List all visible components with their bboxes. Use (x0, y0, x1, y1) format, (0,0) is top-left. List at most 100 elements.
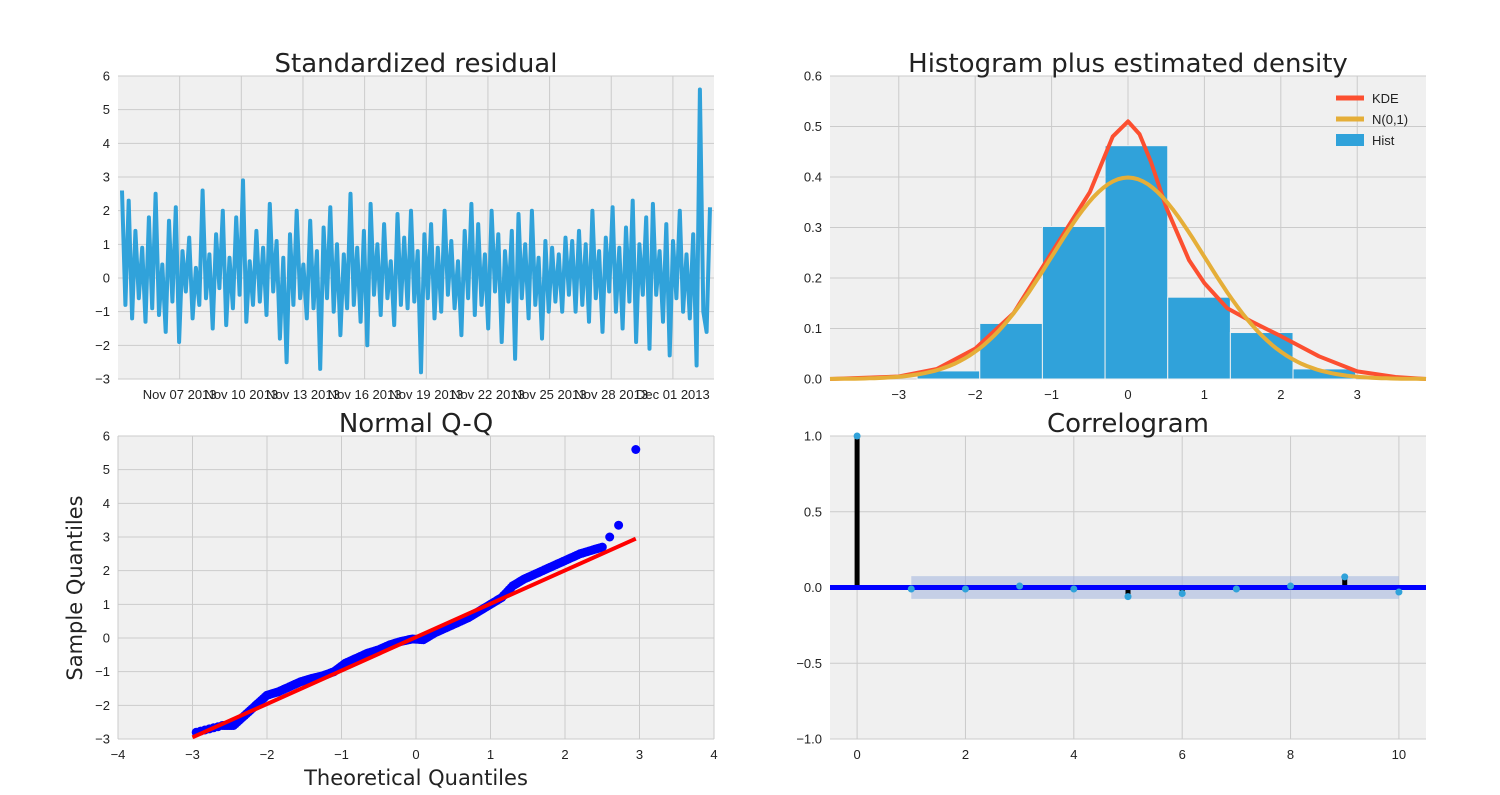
residual-x-tick-label: Nov 07 2013 (143, 387, 217, 402)
qq-x-tick-label: −2 (260, 747, 275, 762)
histogram-x-tick-label: 1 (1201, 387, 1208, 402)
qq-y-tick-label: 6 (103, 429, 110, 444)
qq-x-tick-label: −4 (111, 747, 126, 762)
correlogram-ticks: −1.0 −0.5 0.0 0.5 1.0 0 2 4 6 8 10 (796, 429, 1406, 763)
legend-hist-label: Hist (1372, 133, 1395, 148)
residual-x-tick-label: Nov 25 2013 (513, 387, 587, 402)
legend-kde-label: KDE (1372, 91, 1399, 106)
qq-ylabel: Sample Quantiles (63, 495, 87, 680)
acf-marker (1124, 593, 1132, 601)
correlogram-marks (830, 432, 1426, 601)
qq-point (605, 532, 615, 542)
qq-x-tick-label: 2 (561, 747, 568, 762)
qq-xlabel: Theoretical Quantiles (303, 766, 528, 790)
histogram-y-tick-label: 0.1 (804, 321, 822, 336)
residual-y-tick-label: −3 (95, 372, 110, 387)
residual-x-tick-label: Nov 28 2013 (574, 387, 648, 402)
normal-density-line (830, 175, 1426, 381)
residual-x-tick-label: Dec 01 2013 (636, 387, 710, 402)
correlogram-panel: −1.0 −0.5 0.0 0.5 1.0 0 2 4 6 8 10 Correlogram (796, 409, 1426, 762)
qq-x-tick-label: −1 (334, 747, 349, 762)
qq-y-tick-label: 1 (103, 597, 110, 612)
correlogram-x-tick-label: 4 (1070, 747, 1077, 762)
qq-x-tick-label: 4 (710, 747, 717, 762)
histogram-y-tick-label: 0.5 (804, 119, 822, 134)
qq-x-tick-label: 3 (636, 747, 643, 762)
histogram-bar (1167, 296, 1231, 380)
residual-x-tick-label: Nov 19 2013 (389, 387, 463, 402)
histogram-ticks: 0.0 0.1 0.2 0.3 0.4 0.5 0.6 −3 −2 −1 0 1 2 3 (804, 69, 1361, 403)
acf-marker (1232, 585, 1240, 593)
correlogram-x-tick-label: 10 (1392, 747, 1406, 762)
correlogram-title: Correlogram (1047, 409, 1209, 439)
histogram-y-tick-label: 0.6 (804, 69, 822, 84)
histogram-legend: KDE N(0,1) Hist (1336, 91, 1408, 148)
qq-marks (191, 445, 641, 740)
qq-y-tick-label: 2 (103, 563, 110, 578)
residual-y-tick-label: 0 (103, 271, 110, 286)
histogram-bar (1292, 368, 1357, 380)
qq-point (597, 542, 607, 552)
residual-y-tick-label: 4 (103, 136, 110, 151)
residual-y-tick-label: 6 (103, 69, 110, 84)
qq-x-tick-label: −3 (185, 747, 200, 762)
residual-x-tick-label: Nov 13 2013 (266, 387, 340, 402)
histogram-x-tick-label: −1 (1044, 387, 1059, 402)
residual-title: Standardized residual (275, 49, 558, 79)
histogram-panel: 0.0 0.1 0.2 0.3 0.4 0.5 0.6 −3 −2 −1 0 1 2 3 Histogra… (804, 49, 1427, 403)
acf-marker (1395, 588, 1403, 596)
correlogram-y-tick-label: 0.5 (804, 504, 822, 519)
histogram-y-tick-label: 0.0 (804, 372, 822, 387)
acf-marker (853, 432, 861, 440)
residual-y-tick-label: 3 (103, 170, 110, 185)
correlogram-y-tick-label: 1.0 (804, 429, 822, 444)
residual-y-tick-label: 1 (103, 237, 110, 252)
qq-x-tick-label: 1 (487, 747, 494, 762)
qq-y-tick-label: −3 (95, 732, 110, 747)
acf-marker (1341, 573, 1349, 581)
acf-marker (1016, 582, 1024, 590)
histogram-marks (829, 119, 1427, 381)
acf-marker (1178, 590, 1186, 598)
histogram-x-tick-label: 0 (1124, 387, 1131, 402)
histogram-y-tick-label: 0.2 (804, 271, 822, 286)
correlogram-x-tick-label: 8 (1287, 747, 1294, 762)
correlogram-x-tick-label: 0 (853, 747, 860, 762)
qq-x-tick-label: 0 (412, 747, 419, 762)
residual-x-tick-label: Nov 22 2013 (451, 387, 525, 402)
histogram-x-tick-label: 2 (1277, 387, 1284, 402)
residual-y-tick-label: 5 (103, 102, 110, 117)
acf-marker (1287, 582, 1295, 590)
correlogram-y-tick-label: 0.0 (804, 580, 822, 595)
residual-series-line (120, 87, 712, 375)
histogram-x-tick-label: −2 (968, 387, 983, 402)
qq-y-tick-label: 0 (103, 631, 110, 646)
acf-marker (907, 585, 915, 593)
histogram-bar (979, 322, 1043, 380)
qq-point (631, 445, 641, 454)
qq-y-tick-label: −2 (95, 698, 110, 713)
residual-y-tick-label: −2 (95, 338, 110, 353)
qq-reference-line (191, 536, 637, 740)
correlogram-x-tick-label: 2 (962, 747, 969, 762)
qq-point (614, 520, 624, 530)
correlogram-x-tick-label: 6 (1179, 747, 1186, 762)
qq-y-tick-label: 4 (103, 496, 110, 511)
histogram-x-tick-label: 3 (1354, 387, 1361, 402)
histogram-bar (1229, 332, 1294, 380)
residual-x-tick-label: Nov 16 2013 (328, 387, 402, 402)
correlogram-y-tick-label: −0.5 (796, 656, 822, 671)
correlogram-y-tick-label: −1.0 (796, 732, 822, 747)
qq-y-tick-label: −1 (95, 664, 110, 679)
qq-y-tick-label: 5 (103, 462, 110, 477)
qq-title: Normal Q-Q (339, 409, 493, 439)
kde-line (829, 119, 1427, 381)
histogram-y-tick-label: 0.3 (804, 220, 822, 235)
qq-y-tick-label: 3 (103, 530, 110, 545)
residual-x-tick-label: Nov 10 2013 (204, 387, 278, 402)
legend-hist-swatch (1336, 134, 1364, 146)
